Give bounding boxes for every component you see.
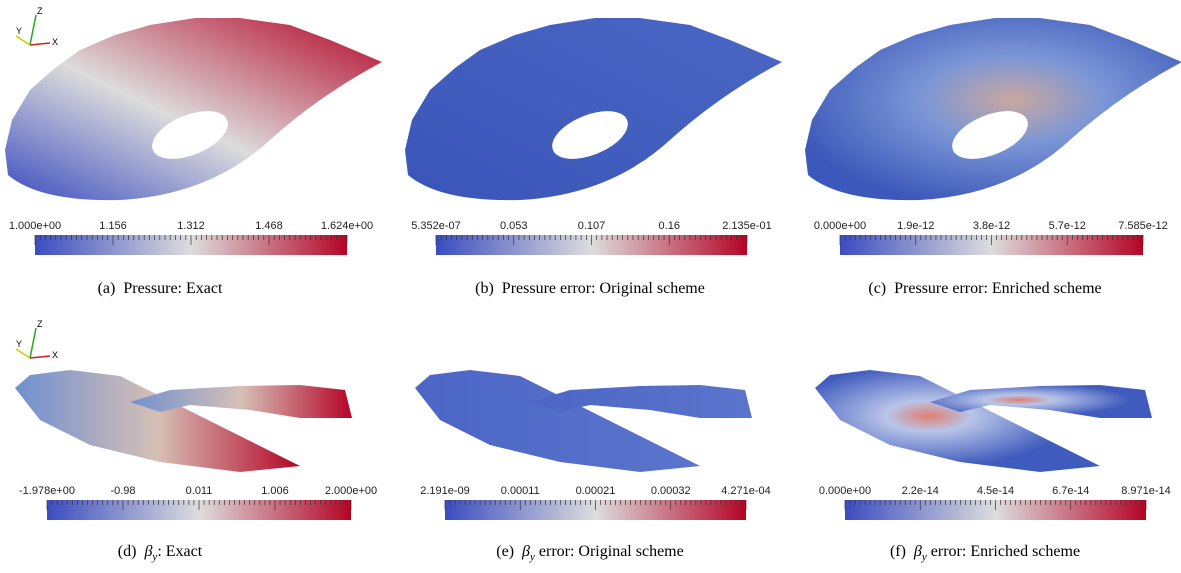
caption-label: (d) [118,543,137,560]
colorbar-label: 1.312 [177,220,205,232]
colorbar-label: 7.585e-12 [1118,220,1168,232]
figure: Z Y X 1.000e+00 1.156 1.312 1.468 1.624e+00 (a) … [0,0,1181,573]
caption-symbol: β [913,543,922,560]
colorbar-label: 4.271e-04 [721,485,771,497]
surface [405,18,782,200]
axis-x [30,43,50,45]
colorbar-label: 0.000e+00 [814,220,866,232]
colorbar-label: 0.011 [186,485,213,497]
colorbar-label: 5.7e-12 [1049,220,1086,232]
caption-text: error: Original scheme [535,543,684,560]
colorbar-label: 2.191e-09 [420,485,470,497]
caption-label: (b) [475,280,494,297]
colorbar-label: 8.971e-14 [1121,485,1171,497]
colorbar-label: 1.000e+00 [9,220,61,232]
axis-label: Y [16,339,22,349]
axis-x [30,356,50,358]
caption: (e) βy error: Original scheme [496,543,683,563]
panel: Z Y X [5,6,382,200]
caption-label: (a) [98,280,116,297]
axis-label: Z [37,319,43,329]
colorbar-label: 1.156 [99,220,127,232]
caption-text: Pressure error: Enriched scheme [894,280,1101,297]
colorbar-label: 2.135e-01 [722,220,772,232]
colorbar-label: 1.624e+00 [321,220,373,232]
colorbar-label: -0.98 [110,485,135,497]
caption-label: (c) [868,280,886,297]
axis-z [30,328,36,358]
colorbar-label: 0.000e+00 [819,485,871,497]
colorbar-label: 1.9e-12 [897,220,934,232]
caption-label: (e) [496,543,514,560]
panel [405,18,782,200]
caption: (a) Pressure: Exact [98,280,223,297]
axis-label: X [52,350,58,360]
caption-text: : Exact [157,543,202,560]
caption: (d) βy: Exact [118,543,203,563]
colorbar-label: 2.000e+00 [325,485,377,497]
colorbar-label: 4.5e-14 [977,485,1014,497]
panel [415,370,752,472]
colorbar-label: 5.352e-07 [411,220,461,232]
colorbar-label: 1.468 [255,220,283,232]
caption-text: error: Enriched scheme [927,543,1080,560]
caption-text: Pressure error: Original scheme [502,280,705,297]
axis-y [16,36,30,45]
axis-label: Y [16,26,22,36]
axis-y [16,349,30,358]
caption: (f) βy error: Enriched scheme [890,543,1080,563]
caption-symbol: β [143,543,152,560]
surface [815,370,1100,472]
caption: (b) Pressure error: Original scheme [475,280,705,297]
caption: (c) Pressure error: Enriched scheme [868,280,1101,297]
colorbar-label: 0.053 [500,220,528,232]
colorbar-label: 0.00011 [501,485,540,497]
surface [5,18,382,200]
colorbar-label: 0.107 [578,220,606,232]
surface [415,370,700,472]
colorbar-label: 1.006 [261,485,289,497]
panel [805,18,1181,200]
colorbar-label: 0.00021 [576,485,616,497]
panel [815,370,1152,472]
colorbar-label: 6.7e-14 [1052,485,1089,497]
colorbar-label: 0.16 [659,220,680,232]
axis-label: Z [37,6,43,16]
surface [805,18,1181,200]
axis-label: X [52,37,58,47]
colorbar-label: 2.2e-14 [902,485,939,497]
panel: Z Y X [15,319,352,472]
colorbar-label: -1.978e+00 [19,485,75,497]
surface [15,370,300,472]
caption-symbol: β [521,543,530,560]
caption-label: (f) [890,543,906,560]
colorbar-label: 0.00032 [651,485,691,497]
caption-text: Pressure: Exact [123,280,223,297]
axis-z [30,15,36,45]
colorbar-label: 3.8e-12 [973,220,1010,232]
